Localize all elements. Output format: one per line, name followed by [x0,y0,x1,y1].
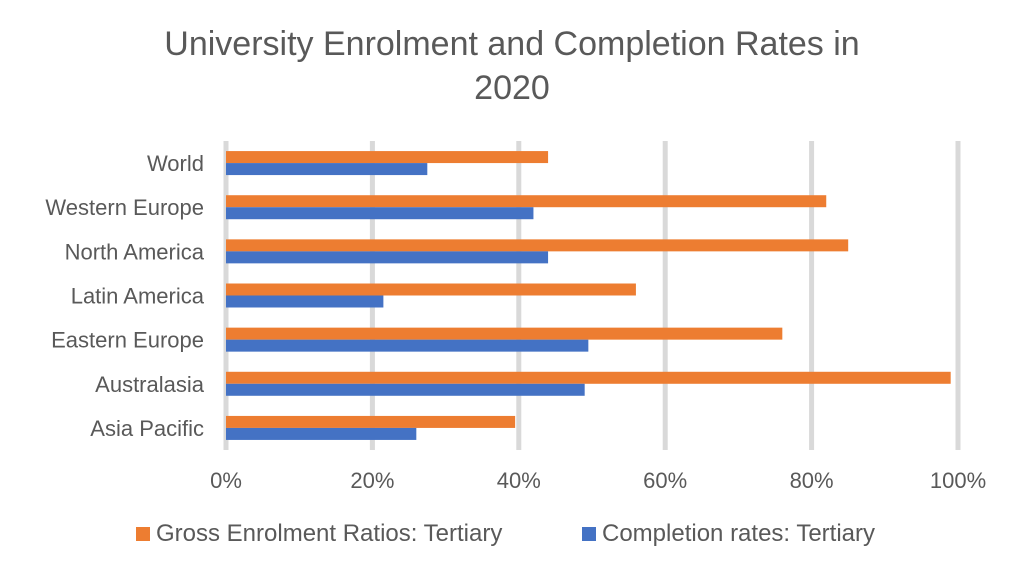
bar-completion [226,427,417,440]
legend-item-completion: Completion rates: Tertiary [582,519,875,549]
bar-enrolment [226,327,783,340]
bar-completion [226,251,549,264]
legend-swatch-enrolment [136,527,150,541]
bar-enrolment [226,371,951,384]
bar-enrolment [226,151,549,164]
y-category-label: Latin America [71,284,205,309]
x-tick-label: 0% [210,468,242,493]
chart-title-line-1: University Enrolment and Completion Rate… [164,25,860,63]
x-tick-label: 100% [930,468,986,493]
x-tick-label: 20% [350,468,394,493]
y-category-label: Western Europe [45,195,204,220]
bar-completion [226,207,534,220]
bar-completion [226,383,585,396]
bar-enrolment [226,415,516,428]
legend-label-completion: Completion rates: Tertiary [602,520,875,547]
legend-item-enrolment: Gross Enrolment Ratios: Tertiary [136,519,502,549]
x-tick-label: 60% [643,468,687,493]
x-tick-label: 40% [497,468,541,493]
bar-completion [226,295,384,308]
legend-label-enrolment: Gross Enrolment Ratios: Tertiary [156,520,503,547]
bar-completion [226,339,589,352]
chart-title: University Enrolment and Completion Rate… [0,22,1024,110]
bar-enrolment [226,239,849,252]
legend-swatch-completion [582,527,596,541]
y-category-label: North America [65,239,205,264]
x-tick-label: 80% [790,468,834,493]
y-category-label: World [147,151,204,176]
y-category-label: Asia Pacific [90,416,204,441]
y-category-label: Australasia [95,372,205,397]
y-category-label: Eastern Europe [51,328,204,353]
bar-completion [226,163,428,176]
bar-enrolment [226,195,827,208]
chart-title-line-2: 2020 [474,69,550,107]
bar-enrolment [226,283,636,296]
